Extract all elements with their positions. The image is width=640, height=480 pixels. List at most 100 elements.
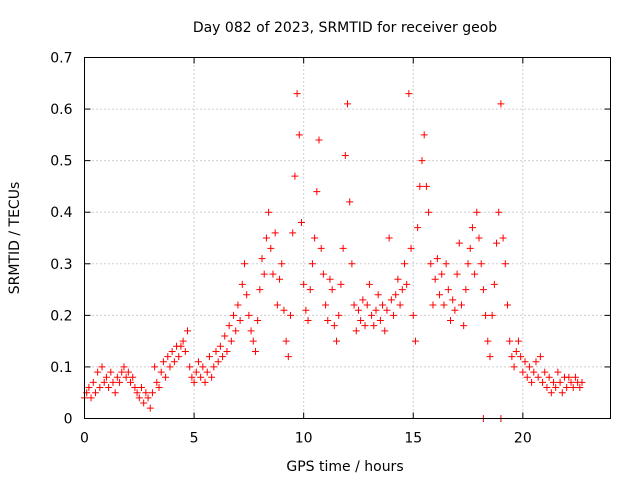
- data-point: [350, 301, 358, 309]
- data-point: [383, 306, 391, 314]
- data-point: [501, 260, 509, 268]
- data-point: [464, 260, 472, 268]
- data-point: [186, 363, 194, 371]
- data-point: [223, 347, 231, 355]
- data-point: [440, 301, 448, 309]
- data-point: [155, 384, 163, 392]
- data-point: [493, 239, 501, 247]
- data-point: [278, 260, 286, 268]
- axis-ticks: 0 0.1 0.2 0.3 0.4 0.5 0.6 0.7 0 5 10 15 20: [50, 51, 611, 447]
- data-point: [436, 291, 444, 299]
- data-point: [181, 347, 189, 355]
- data-point: [205, 353, 213, 361]
- data-point: [326, 275, 334, 283]
- data-point: [124, 368, 132, 376]
- data-point: [477, 260, 485, 268]
- data-point: [177, 342, 185, 350]
- data-point: [289, 229, 297, 237]
- data-point: [230, 311, 238, 319]
- data-point: [398, 286, 406, 294]
- data-point: [249, 337, 257, 345]
- data-point: [449, 296, 457, 304]
- data-point: [503, 301, 511, 309]
- data-point: [510, 363, 518, 371]
- data-point: [484, 337, 492, 345]
- data-point: [427, 260, 435, 268]
- data-point: [254, 317, 262, 325]
- data-point: [313, 188, 321, 196]
- data-point: [194, 358, 202, 366]
- data-point: [87, 394, 95, 402]
- data-point: [328, 286, 336, 294]
- data-point: [576, 384, 584, 392]
- data-point: [521, 358, 529, 366]
- data-point: [462, 286, 470, 294]
- data-point: [455, 239, 463, 247]
- data-point: [98, 363, 106, 371]
- y-tick-label: 0.5: [50, 154, 72, 170]
- x-tick-label: 10: [295, 431, 313, 447]
- x-tick-label: 15: [404, 431, 422, 447]
- data-point: [306, 286, 314, 294]
- data-point: [295, 131, 303, 139]
- data-point: [234, 301, 242, 309]
- data-point: [102, 373, 110, 381]
- data-point: [348, 260, 356, 268]
- data-point: [532, 358, 540, 366]
- data-point: [539, 378, 547, 386]
- data-point: [190, 378, 198, 386]
- data-point: [490, 280, 498, 288]
- data-point: [354, 306, 362, 314]
- data-point: [232, 327, 240, 335]
- data-point: [175, 353, 183, 361]
- data-point: [411, 337, 419, 345]
- data-point: [508, 353, 516, 361]
- data-point: [438, 270, 446, 278]
- x-tick-label: 5: [190, 431, 199, 447]
- data-point: [460, 322, 468, 330]
- data-point: [335, 311, 343, 319]
- data-point: [247, 327, 255, 335]
- data-point: [396, 301, 404, 309]
- data-point: [482, 311, 490, 319]
- data-point: [216, 342, 224, 350]
- data-point: [407, 244, 415, 252]
- data-point: [116, 378, 124, 386]
- data-point: [363, 301, 371, 309]
- y-tick-label: 0.4: [50, 205, 72, 221]
- data-point: [273, 301, 281, 309]
- data-point: [291, 172, 299, 180]
- data-point: [514, 337, 522, 345]
- data-point: [414, 224, 422, 232]
- chart-title: Day 082 of 2023, SRMTID for receiver geo…: [193, 20, 497, 36]
- data-point: [151, 363, 159, 371]
- data-point: [578, 378, 586, 386]
- y-tick-label: 0.1: [50, 360, 72, 376]
- data-point: [238, 280, 246, 288]
- data-point: [359, 296, 367, 304]
- data-point: [302, 306, 310, 314]
- data-point: [105, 384, 113, 392]
- data-point: [199, 363, 207, 371]
- data-point: [212, 347, 220, 355]
- y-tick-label: 0.3: [50, 257, 72, 273]
- y-tick-label: 0.7: [50, 51, 72, 67]
- data-point: [236, 317, 244, 325]
- data-point: [387, 296, 395, 304]
- data-point: [512, 347, 520, 355]
- data-point: [418, 157, 426, 165]
- data-point: [251, 347, 259, 355]
- data-point: [221, 332, 229, 340]
- data-point: [545, 373, 553, 381]
- data-point: [293, 90, 301, 98]
- data-point: [517, 353, 525, 361]
- data-point: [385, 234, 393, 242]
- data-point: [184, 327, 192, 335]
- data-point: [339, 244, 347, 252]
- data-point: [370, 322, 378, 330]
- data-point: [262, 234, 270, 242]
- data-point: [265, 208, 273, 216]
- data-point: [416, 182, 424, 190]
- data-point: [497, 100, 505, 108]
